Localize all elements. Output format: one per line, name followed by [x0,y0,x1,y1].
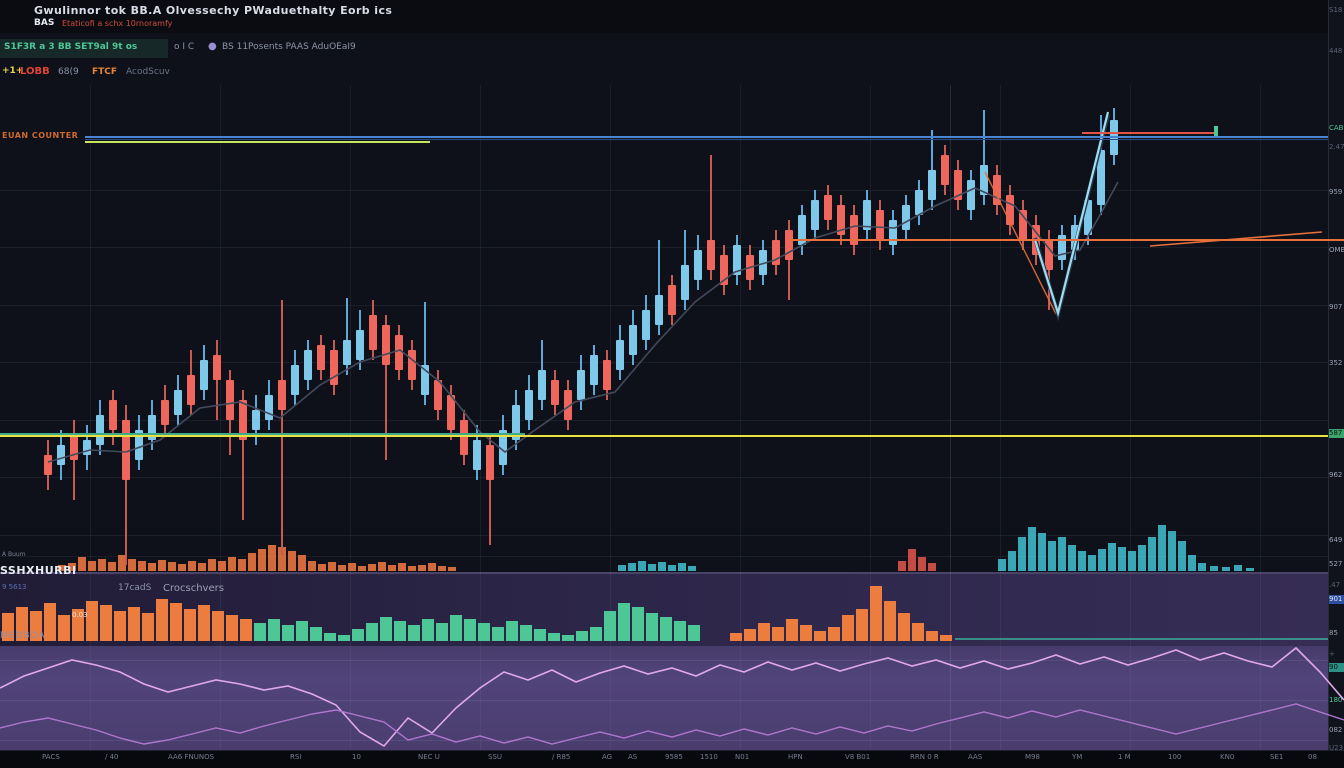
histogram-value: 0.03 [72,611,88,619]
histogram-blue-note: 9 5613 [2,583,27,591]
indicator-name[interactable]: LOBB [20,66,50,77]
toolbar-highlight[interactable] [0,39,168,58]
window-title: Gwulinnor tok BB.A Olvessechy PWaduethal… [34,4,393,17]
toolbar-right-text: BS 11Posents PAAS AduOEaI9 [222,42,356,52]
histogram-label-2: MEDBOA [0,631,46,641]
indicator-value: 68(9 [58,67,79,77]
indicator-extra: AcodScuv [126,67,170,77]
toolbar-indicator-legend[interactable]: S1F3R a 3 BB SET9al 9t os [4,42,138,52]
price-axis[interactable] [1328,0,1344,750]
time-axis[interactable] [0,750,1344,768]
symbol-label: BAS [34,18,55,28]
main-chart-area[interactable] [0,33,1328,572]
histogram-sub-label-2: Crocschvers [163,583,224,594]
toolbar-mid-text: o I C [174,42,195,52]
histogram-panel-title[interactable]: SSHXHURBI [0,564,77,577]
histogram-sub-label: 17cadS [118,583,152,593]
alert-text: Etaticofi a schx 10rnoramfy [62,19,173,28]
indicator-tag: FTCF [92,67,118,77]
oscillator-panel[interactable] [0,646,1328,750]
status-dot-icon: ● [208,41,217,52]
indicator-add-icon[interactable]: +1+ [2,66,24,76]
left-tiny-label: A Buum [2,551,26,558]
header-strip [0,0,1344,33]
level-line-label: EUAN COUNTER [2,131,79,140]
